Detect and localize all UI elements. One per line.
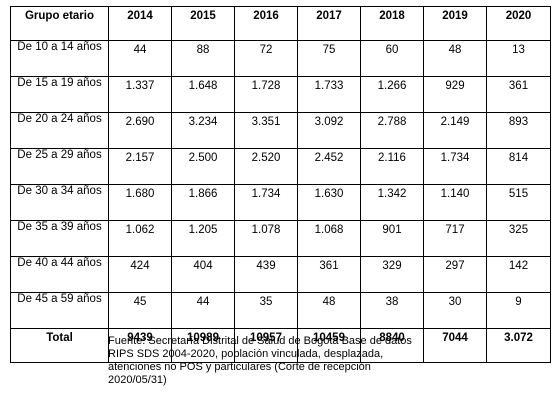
- value-cell: 814: [486, 148, 551, 185]
- data-table: Grupo etario 2014 2015 2016 2017 2018 20…: [10, 6, 551, 363]
- age-group-cell: De 30 a 34 años: [10, 184, 109, 221]
- table-row: De 25 a 29 años 2.157 2.500 2.520 2.452 2.116…: [10, 148, 551, 185]
- total-row: Total 9439 10989 10957 10459 8840 7044 3.072: [10, 328, 551, 363]
- value-cell: 60: [360, 40, 424, 77]
- total-value-cell: 3.072: [486, 328, 551, 363]
- value-cell: 2.452: [297, 148, 361, 185]
- caption-line: atenciones no POS y particulares (Corte …: [108, 361, 371, 373]
- value-cell: 1.062: [108, 220, 172, 257]
- value-cell: 45: [108, 292, 172, 329]
- value-cell: 1.140: [423, 184, 487, 221]
- value-cell: 30: [423, 292, 487, 329]
- caption-line: RIPS SDS 2004-2020, población vinculada,…: [108, 348, 384, 360]
- value-cell: 3.092: [297, 112, 361, 149]
- value-cell: 3.234: [171, 112, 235, 149]
- table-row: De 10 a 14 años 44 88 72 75 60 48 13: [10, 40, 551, 77]
- value-cell: 9: [486, 292, 551, 329]
- value-cell: 35: [234, 292, 298, 329]
- value-cell: 3.351: [234, 112, 298, 149]
- value-cell: 1.266: [360, 76, 424, 113]
- value-cell: 72: [234, 40, 298, 77]
- value-cell: 297: [423, 256, 487, 293]
- table-container: Grupo etario 2014 2015 2016 2017 2018 20…: [10, 6, 551, 363]
- table-row: De 40 a 44 años 424 404 439 361 329 297 142: [10, 256, 551, 293]
- value-cell: 929: [423, 76, 487, 113]
- total-label: Total: [10, 328, 109, 363]
- value-cell: 48: [423, 40, 487, 77]
- value-cell: 44: [108, 40, 172, 77]
- age-group-cell: De 20 a 24 años: [10, 112, 109, 149]
- caption-line: Fuente: Secretaría Distrital de Salud de…: [108, 335, 412, 347]
- age-group-cell: De 45 a 59 años: [10, 292, 109, 329]
- value-cell: 717: [423, 220, 487, 257]
- value-cell: 404: [171, 256, 235, 293]
- value-cell: 13: [486, 40, 551, 77]
- value-cell: 48: [297, 292, 361, 329]
- table-row: De 30 a 34 años 1.680 1.866 1.734 1.630 1.342…: [10, 184, 551, 221]
- value-cell: 329: [360, 256, 424, 293]
- age-group-cell: De 40 a 44 años: [10, 256, 109, 293]
- value-cell: 1.205: [171, 220, 235, 257]
- header-year: 2015: [171, 6, 235, 41]
- value-cell: 1.734: [423, 148, 487, 185]
- value-cell: 2.520: [234, 148, 298, 185]
- source-caption: Fuente: Secretaría Distrital de Salud de…: [108, 335, 440, 387]
- header-year: 2020: [486, 6, 551, 41]
- value-cell: 325: [486, 220, 551, 257]
- value-cell: 2.788: [360, 112, 424, 149]
- value-cell: 361: [486, 76, 551, 113]
- value-cell: 1.342: [360, 184, 424, 221]
- value-cell: 1.866: [171, 184, 235, 221]
- table-row: De 15 a 19 años 1.337 1.648 1.728 1.733 1.266…: [10, 76, 551, 113]
- header-row: Grupo etario 2014 2015 2016 2017 2018 20…: [10, 6, 551, 41]
- header-year: 2017: [297, 6, 361, 41]
- value-cell: 1.733: [297, 76, 361, 113]
- header-year: 2019: [423, 6, 487, 41]
- value-cell: 1.068: [297, 220, 361, 257]
- value-cell: 1.630: [297, 184, 361, 221]
- value-cell: 142: [486, 256, 551, 293]
- value-cell: 424: [108, 256, 172, 293]
- value-cell: 38: [360, 292, 424, 329]
- value-cell: 2.690: [108, 112, 172, 149]
- value-cell: 88: [171, 40, 235, 77]
- total-value-cell: 10957: [234, 328, 298, 363]
- age-group-cell: De 25 a 29 años: [10, 148, 109, 185]
- value-cell: 2.500: [171, 148, 235, 185]
- total-value-cell: 7044: [423, 328, 487, 363]
- value-cell: 75: [297, 40, 361, 77]
- total-value-cell: 9439: [108, 328, 172, 363]
- value-cell: 2.157: [108, 148, 172, 185]
- value-cell: 1.337: [108, 76, 172, 113]
- header-year: 2014: [108, 6, 172, 41]
- value-cell: 1.648: [171, 76, 235, 113]
- value-cell: 901: [360, 220, 424, 257]
- value-cell: 893: [486, 112, 551, 149]
- value-cell: 439: [234, 256, 298, 293]
- value-cell: 1.078: [234, 220, 298, 257]
- header-year: 2016: [234, 6, 298, 41]
- table-row: De 35 a 39 años 1.062 1.205 1.078 1.068 901 71…: [10, 220, 551, 257]
- value-cell: 44: [171, 292, 235, 329]
- age-group-cell: De 10 a 14 años: [10, 40, 109, 77]
- value-cell: 515: [486, 184, 551, 221]
- value-cell: 1.734: [234, 184, 298, 221]
- value-cell: 1.680: [108, 184, 172, 221]
- header-year: 2018: [360, 6, 424, 41]
- table-body: De 10 a 14 años 44 88 72 75 60 48 13 De 15 a 19 …: [10, 40, 551, 363]
- age-group-cell: De 35 a 39 años: [10, 220, 109, 257]
- age-group-cell: De 15 a 19 años: [10, 76, 109, 113]
- table-row: De 45 a 59 años 45 44 35 48 38 30 9: [10, 292, 551, 329]
- value-cell: 2.116: [360, 148, 424, 185]
- table-row: De 20 a 24 años 2.690 3.234 3.351 3.092 2.788…: [10, 112, 551, 149]
- value-cell: 361: [297, 256, 361, 293]
- value-cell: 1.728: [234, 76, 298, 113]
- caption-line: 2020/05/31): [108, 374, 167, 386]
- header-group-label: Grupo etario: [10, 6, 109, 41]
- value-cell: 2.149: [423, 112, 487, 149]
